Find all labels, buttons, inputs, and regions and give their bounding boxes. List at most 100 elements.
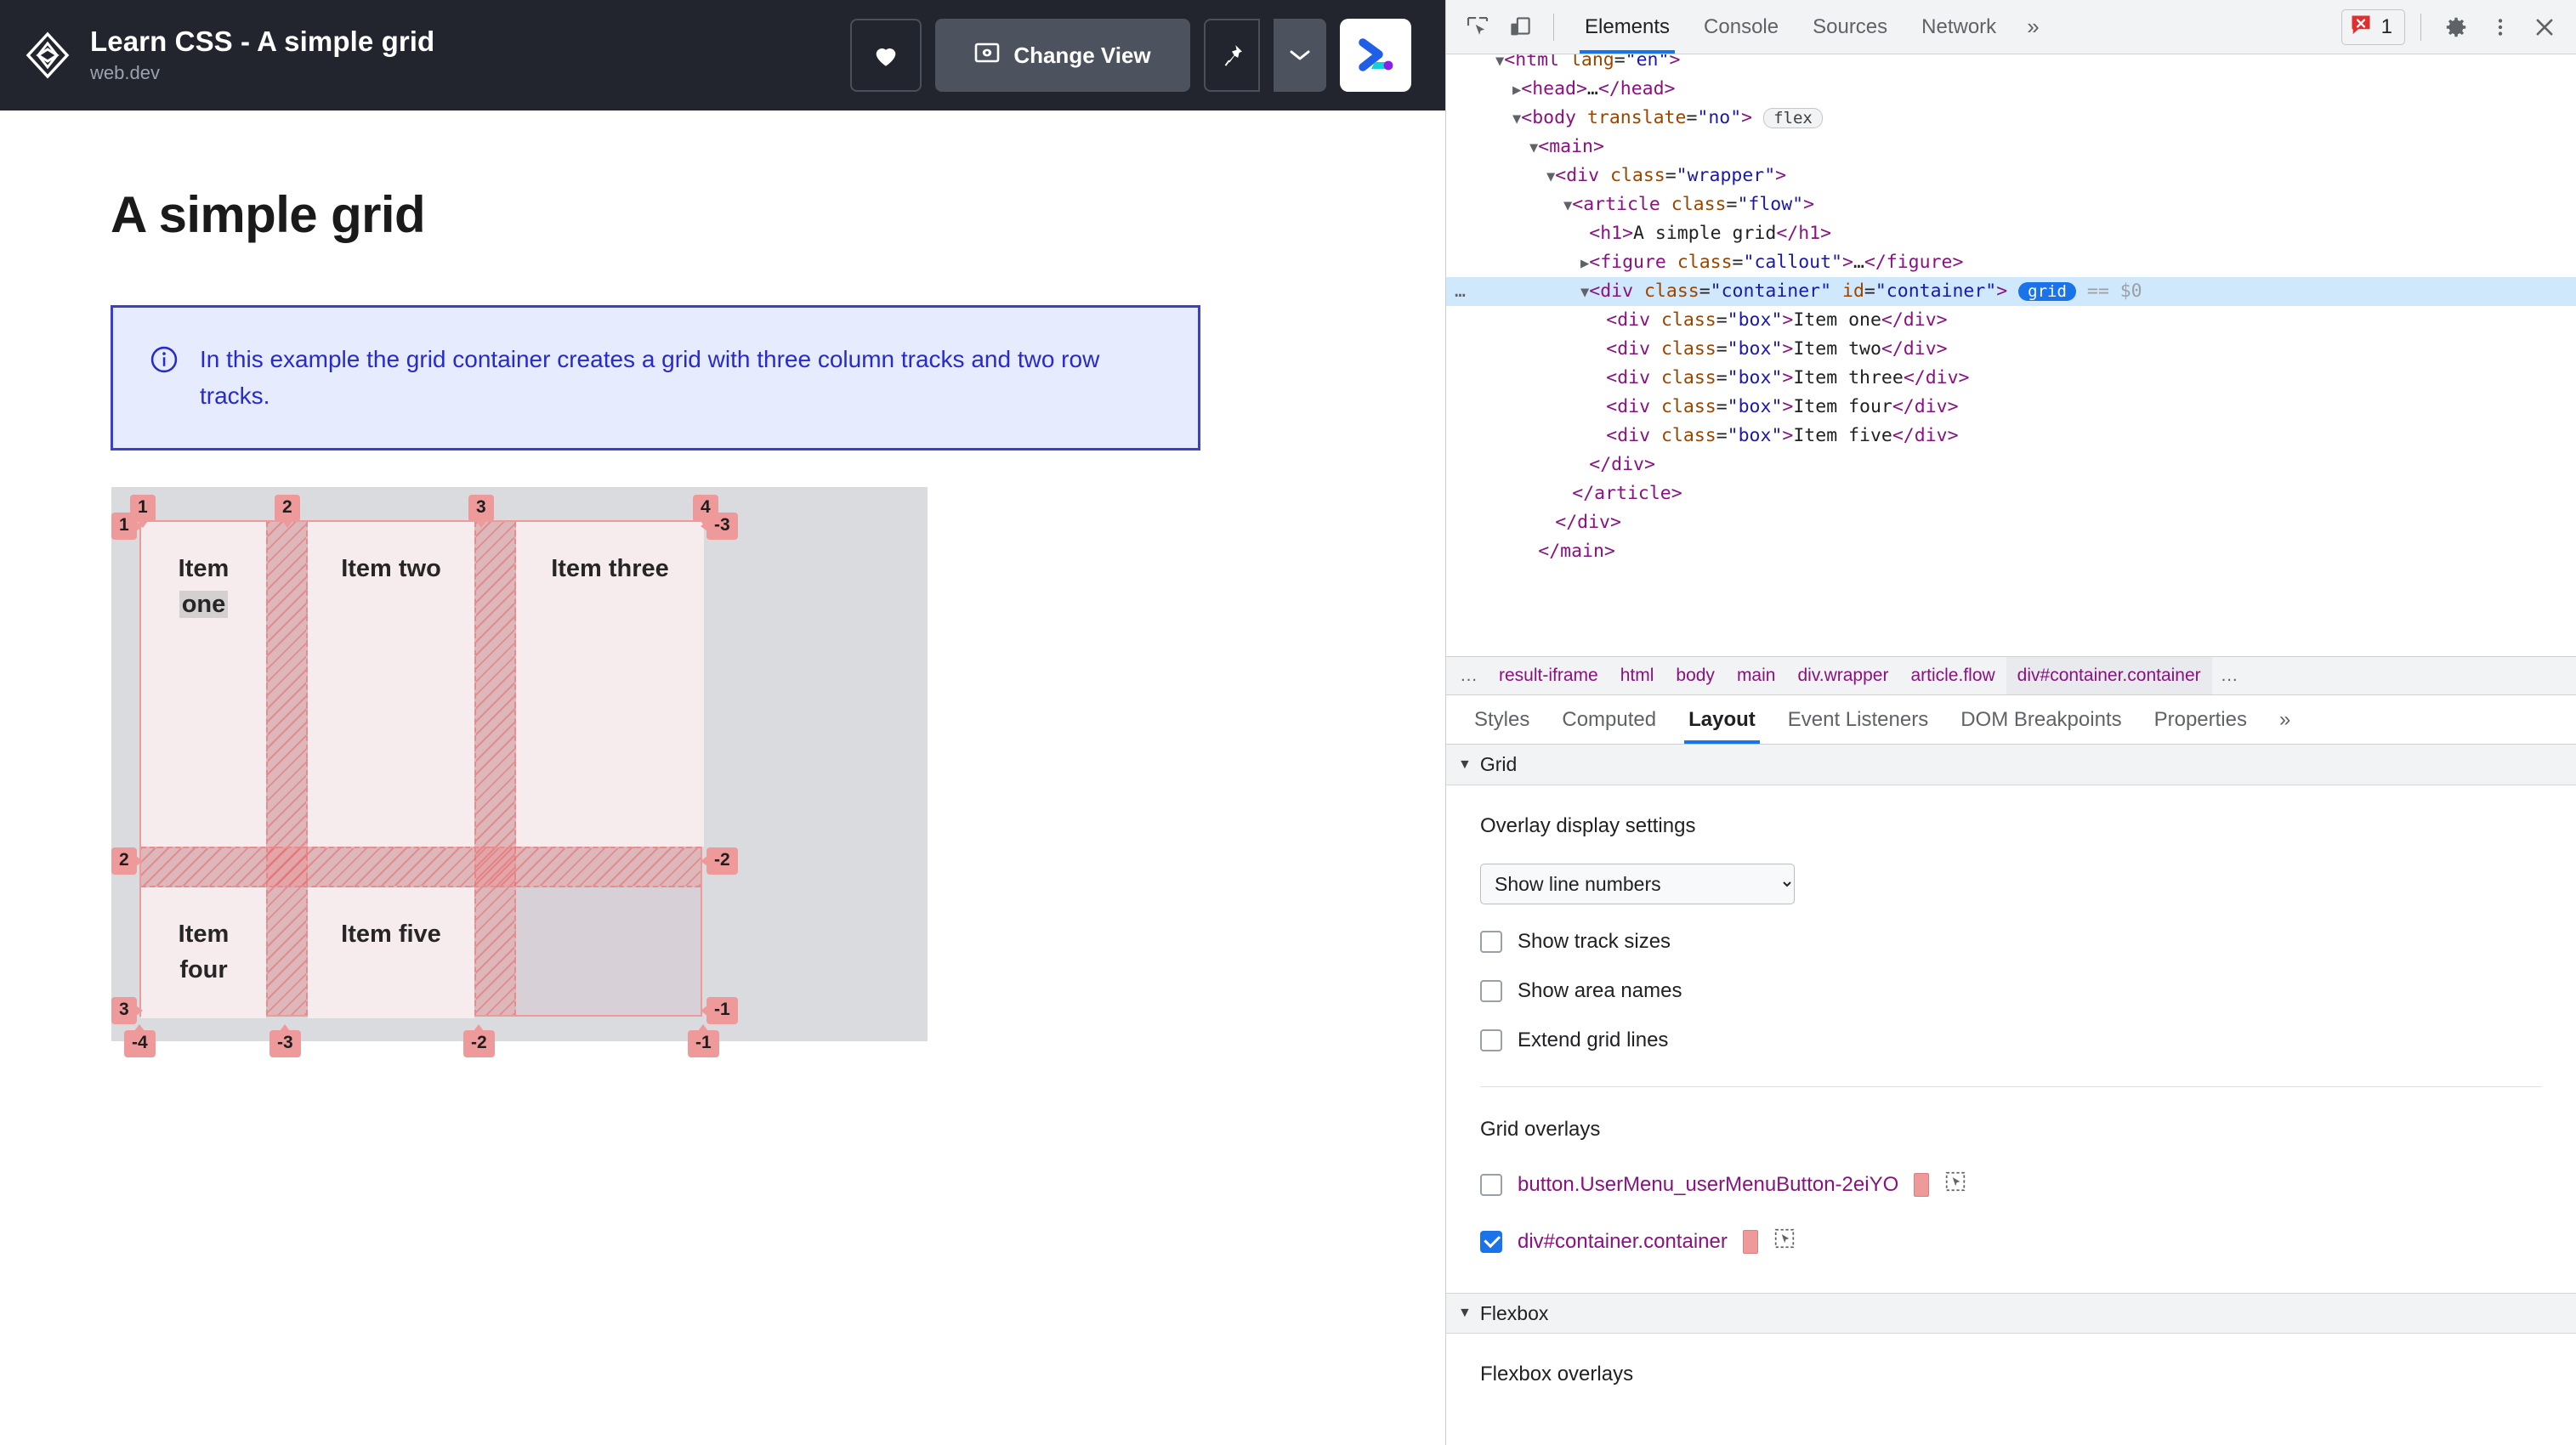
favorite-button[interactable]	[850, 19, 922, 92]
breadcrumb-item-article-flow[interactable]: article.flow	[1910, 666, 1995, 685]
tab-properties[interactable]: Properties	[2153, 707, 2247, 731]
dom-tree[interactable]: ▼<html lang="en"> ▶<head>…</head> ▼<body t…	[1446, 54, 2576, 656]
expand-triangle-icon[interactable]: ▼	[1512, 110, 1522, 128]
checkbox-box[interactable]	[1480, 980, 1502, 1002]
device-toolbar-icon[interactable]	[1501, 8, 1540, 47]
callout-text: In this example the grid container creat…	[200, 346, 1100, 409]
more-vertical-icon[interactable]	[2481, 8, 2520, 47]
grid-cell-label: Item two	[341, 555, 441, 582]
checkbox-box[interactable]	[1480, 1230, 1502, 1253]
tab-computed[interactable]: Computed	[1562, 707, 1657, 731]
dom-tree-row[interactable]: ▼<body translate="no"> flex	[1446, 104, 2576, 133]
preview-eye-icon	[974, 42, 1000, 70]
brand-text: Learn CSS - A simple grid web.dev	[90, 26, 434, 84]
expand-triangle-icon[interactable]: ▼	[1546, 168, 1556, 185]
expand-triangle-icon[interactable]: ▼	[1495, 54, 1505, 70]
checkbox-show-track-sizes[interactable]: Show track sizes	[1480, 930, 2542, 954]
dom-tree-row[interactable]: ▶</article>	[1572, 483, 1682, 504]
dom-tree-row[interactable]: ▼<div class="wrapper">	[1546, 165, 1787, 186]
view-options-dropdown-button[interactable]	[1274, 19, 1326, 92]
grid-section-header[interactable]: ▼ Grid	[1446, 745, 2576, 785]
grid-column-gap-1	[266, 522, 308, 1015]
more-tabs-button[interactable]: »	[2027, 14, 2040, 39]
toolbar-divider-2	[2420, 13, 2421, 41]
dom-tree-row[interactable]: ▶<div class="box">Item two</div>	[1606, 338, 1948, 360]
pin-button[interactable]	[1204, 19, 1260, 92]
collapse-triangle-icon[interactable]: ▶	[1580, 255, 1590, 272]
tab-event-listeners[interactable]: Event Listeners	[1787, 707, 1929, 731]
grid-cell-label: Item three	[551, 555, 669, 582]
line-numbers-select[interactable]: Show line numbers	[1480, 864, 1795, 904]
dom-tree-row[interactable]: ▼<html lang="en">	[1495, 54, 1681, 71]
tab-sources[interactable]: Sources	[1813, 14, 1888, 38]
tab-network[interactable]: Network	[1921, 14, 1997, 38]
breadcrumb-item-div-container[interactable]: div#container.container	[2006, 657, 2212, 694]
checkbox-show-area-names[interactable]: Show area names	[1480, 979, 2542, 1003]
checkbox-extend-grid-lines[interactable]: Extend grid lines	[1480, 1028, 2542, 1052]
grid-overlay-row-container[interactable]: div#container.container	[1480, 1227, 2542, 1255]
flexbox-overlays-title: Flexbox overlays	[1480, 1363, 1634, 1386]
expand-triangle-icon[interactable]: ▼	[1580, 284, 1590, 301]
element-picker-icon[interactable]	[1773, 1227, 1796, 1255]
dom-tree-row[interactable]: ▶<div class="box">Item four</div>	[1606, 396, 1959, 417]
header-actions: Change View	[850, 19, 1411, 92]
gear-icon[interactable]	[2437, 8, 2476, 47]
color-swatch[interactable]	[1742, 1229, 1758, 1254]
dom-tree-row[interactable]: ▶<head>…</head>	[1512, 78, 1676, 99]
color-swatch[interactable]	[1914, 1172, 1930, 1197]
breadcrumb[interactable]: … result-iframe html body main div.wrapp…	[1446, 656, 2576, 695]
inspect-element-icon[interactable]	[1458, 8, 1497, 47]
grid-overlay-label[interactable]: div#container.container	[1518, 1229, 1728, 1253]
dom-tree-row[interactable]: ▶<div class="box">Item three</div>	[1606, 367, 1970, 388]
grid-line-number-col-neg-1: -1	[688, 1024, 719, 1057]
dom-tree-row[interactable]: ▶<div class="box">Item one</div>	[1606, 309, 1948, 331]
dom-tree-row[interactable]: ▼<main>	[1529, 136, 1604, 157]
expand-triangle-icon[interactable]: ▼	[1529, 139, 1539, 156]
grid-overlays-title: Grid overlays	[1480, 1118, 1601, 1141]
error-badge[interactable]: 1	[2341, 8, 2405, 45]
breadcrumb-item-div-wrapper[interactable]: div.wrapper	[1797, 666, 1889, 685]
more-pane-tabs-button[interactable]: »	[2278, 707, 2291, 731]
tab-elements[interactable]: Elements	[1568, 0, 1687, 54]
breadcrumb-item-body[interactable]: body	[1676, 666, 1715, 685]
heart-icon	[876, 48, 896, 66]
tab-console[interactable]: Console	[1704, 14, 1779, 38]
checkbox-box[interactable]	[1480, 1029, 1502, 1051]
chevron-down-icon: ▼	[1458, 756, 1472, 772]
expand-triangle-icon[interactable]: ▼	[1563, 197, 1573, 214]
checkbox-label: Extend grid lines	[1518, 1028, 1669, 1051]
tab-layout[interactable]: Layout	[1672, 695, 1772, 744]
devtools-tabs: Elements Console Sources Network »	[1568, 0, 2053, 54]
grid-overlay-label[interactable]: button.UserMenu_userMenuButton-2eiYO	[1518, 1172, 1899, 1196]
breadcrumb-item-main[interactable]: main	[1736, 666, 1776, 685]
code-editor-logo-button[interactable]	[1340, 19, 1411, 92]
dom-tree-row[interactable]: ▶<h1>A simple grid</h1>	[1589, 223, 1832, 244]
collapse-triangle-icon[interactable]: ▶	[1512, 82, 1522, 99]
breadcrumb-trailing-dots[interactable]: …	[2220, 666, 2240, 685]
element-picker-icon[interactable]	[1944, 1170, 1966, 1198]
dom-tree-row[interactable]: ▶<figure class="callout">…</figure>	[1580, 252, 1964, 273]
tab-dom-breakpoints[interactable]: DOM Breakpoints	[1960, 707, 2122, 731]
tab-styles[interactable]: Styles	[1474, 707, 1530, 731]
dom-tree-row[interactable]: ▶<div class="box">Item five</div>	[1606, 425, 1959, 446]
grid-overlay-row-usermenu[interactable]: button.UserMenu_userMenuButton-2eiYO	[1480, 1170, 2542, 1198]
grid-line-number-row-neg-1: -1	[701, 997, 738, 1024]
dom-row-overflow-dots[interactable]: …	[1455, 280, 1467, 302]
dom-tree-row[interactable]: … ▼<div class="container" id="container">…	[1446, 277, 2576, 306]
breadcrumb-item-result-iframe[interactable]: result-iframe	[1499, 666, 1598, 685]
article-heading: A simple grid	[111, 186, 426, 243]
change-view-button[interactable]: Change View	[935, 19, 1190, 92]
checkbox-box[interactable]	[1480, 1173, 1502, 1196]
dom-tree-row[interactable]: ▶</div>	[1589, 454, 1655, 475]
dom-tree-row[interactable]: ▶</main>	[1538, 541, 1615, 562]
grid-cell-item-three: Item three	[516, 522, 704, 847]
breadcrumb-item-html[interactable]: html	[1620, 666, 1654, 685]
close-icon[interactable]	[2525, 8, 2564, 47]
flexbox-section-header[interactable]: ▼ Flexbox	[1446, 1293, 2576, 1334]
grid-line-number-row-2: 2	[111, 847, 143, 875]
dom-tree-row[interactable]: ▼<article class="flow">	[1563, 194, 1815, 215]
breadcrumb-leading-dots[interactable]: …	[1460, 666, 1479, 685]
code-editor-logo-icon	[1359, 38, 1393, 71]
checkbox-box[interactable]	[1480, 931, 1502, 953]
dom-tree-row[interactable]: ▶</div>	[1555, 512, 1621, 533]
